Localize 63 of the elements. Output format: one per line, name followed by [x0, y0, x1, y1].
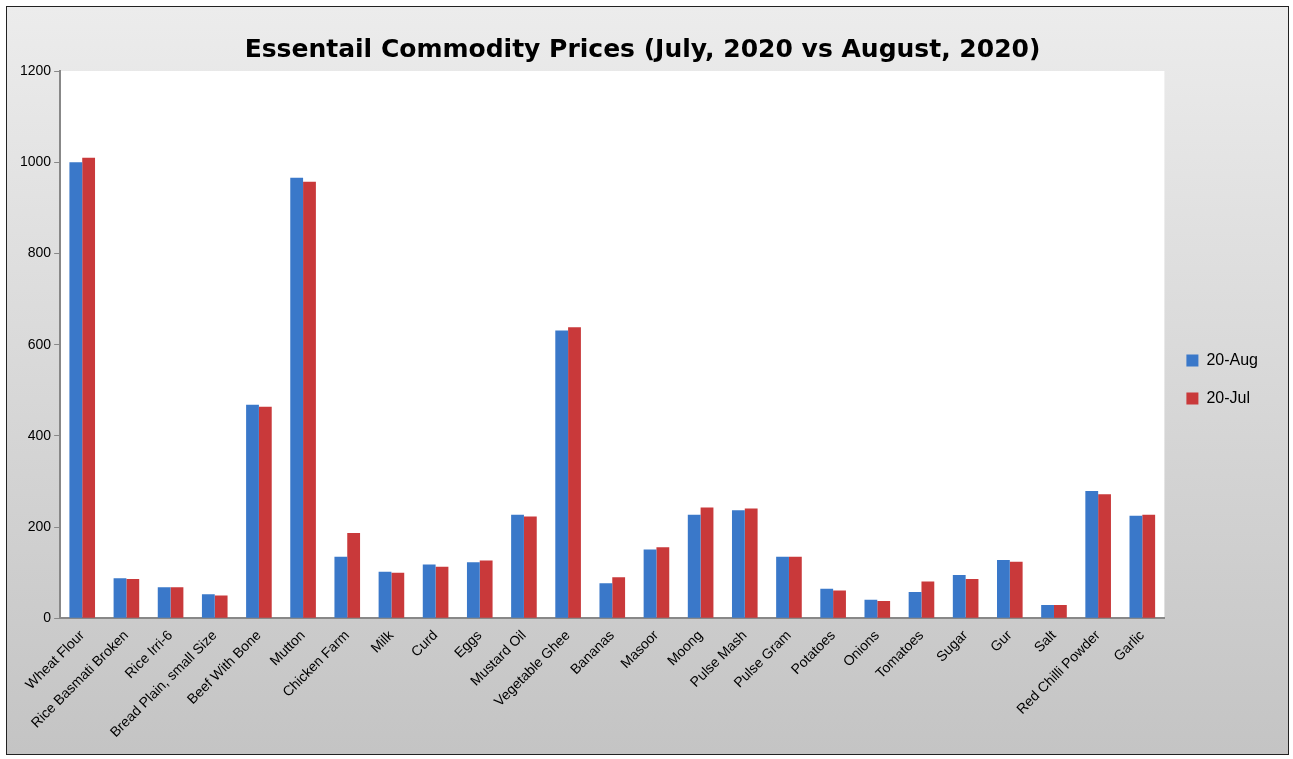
bar — [997, 559, 1010, 618]
bar — [555, 330, 569, 618]
bar — [1129, 515, 1143, 618]
bar — [391, 572, 405, 618]
bar — [656, 547, 670, 618]
bar — [113, 578, 127, 618]
bar — [422, 564, 436, 618]
bar — [157, 587, 171, 618]
bar — [1085, 491, 1099, 618]
bar — [877, 601, 891, 618]
bar — [1041, 605, 1054, 618]
bar — [921, 581, 935, 618]
bar — [776, 556, 789, 618]
y-tick-label: 1200 — [19, 61, 52, 78]
bar — [290, 177, 304, 618]
bar — [126, 579, 140, 618]
bar — [258, 406, 272, 618]
x-tick-label: Salt — [1030, 626, 1059, 656]
bar — [612, 577, 626, 618]
y-tick-label: 600 — [27, 335, 52, 352]
bar — [952, 575, 966, 618]
bar — [201, 594, 215, 618]
bar — [479, 560, 493, 618]
bar — [864, 599, 878, 618]
bar — [511, 514, 524, 618]
bar — [833, 590, 846, 618]
bar — [700, 507, 714, 618]
bar — [1053, 605, 1067, 618]
bar — [378, 571, 392, 618]
bar — [1098, 494, 1111, 618]
chart-title: Essentail Commodity Prices (July, 2020 vs August, 2020) — [244, 33, 1041, 63]
bar — [744, 508, 758, 618]
bar — [82, 157, 96, 618]
bar — [466, 562, 480, 618]
bar — [435, 566, 449, 618]
bar — [334, 556, 348, 618]
bar — [214, 595, 228, 618]
bar — [170, 587, 184, 618]
bar — [820, 588, 834, 618]
bar — [69, 162, 83, 618]
y-tick-label: 0 — [43, 609, 52, 626]
y-tick-label: 200 — [27, 517, 52, 534]
bar — [599, 583, 613, 618]
bar — [908, 591, 922, 618]
x-tick-label: Milk — [367, 626, 397, 656]
bar — [246, 404, 259, 618]
bar — [731, 510, 745, 618]
y-tick-label: 800 — [27, 244, 52, 261]
bar — [303, 181, 316, 618]
bar — [568, 327, 581, 618]
bar — [347, 533, 361, 618]
bar — [788, 556, 802, 618]
x-tick-label: Gur — [986, 626, 1015, 655]
bar — [523, 516, 537, 618]
y-tick-label: 1000 — [19, 153, 52, 170]
legend-label: 20-Aug — [1206, 350, 1258, 368]
bar — [965, 579, 979, 618]
bar — [643, 549, 657, 618]
bar — [687, 514, 701, 618]
legend-label: 20-Jul — [1206, 388, 1250, 406]
bar — [1009, 561, 1023, 618]
y-tick-label: 400 — [27, 426, 52, 443]
bar — [1142, 514, 1156, 618]
